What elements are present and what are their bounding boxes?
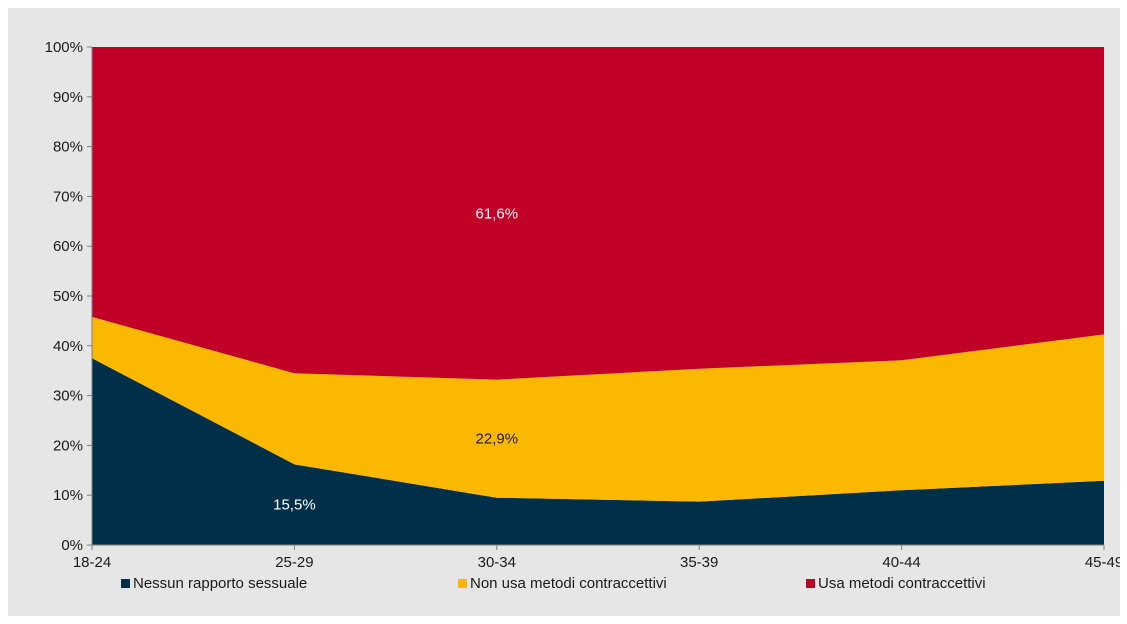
area-nessun-rapporto-sessuale <box>92 358 1104 545</box>
y-tick-label: 60% <box>53 238 83 255</box>
legend-swatch <box>458 579 467 588</box>
x-tick-label: 45-49 <box>1085 554 1120 571</box>
legend-swatch <box>806 579 815 588</box>
chart-frame: 0% 10% 20% 30% 40% 50% 60% 70% 80% 90% 100% 18-24 25… <box>8 8 1120 616</box>
legend-label: Nessun rapporto sessuale <box>133 575 307 592</box>
y-tick-label: 30% <box>53 388 83 405</box>
y-tick-label: 0% <box>61 537 83 554</box>
legend-label: Non usa metodi contraccettivi <box>470 575 667 592</box>
data-label: 15,5% <box>273 497 316 514</box>
x-tick-label: 18-24 <box>73 554 111 571</box>
x-tick-label: 40-44 <box>882 554 920 571</box>
y-tick-label: 90% <box>53 89 83 106</box>
data-label-layer: 15,5% 22,9% 61,6% <box>273 205 518 513</box>
x-tick-label: 25-29 <box>275 554 313 571</box>
y-tick-label: 70% <box>53 188 83 205</box>
area-non-usa-metodi-contraccettivi <box>92 316 1104 502</box>
y-tick-label: 40% <box>53 338 83 355</box>
legend-label: Usa metodi contraccettivi <box>818 575 986 592</box>
y-tick-label: 100% <box>45 39 83 56</box>
data-label: 22,9% <box>476 431 519 448</box>
y-tick-label: 50% <box>53 288 83 305</box>
stacked-area-chart: 0% 10% 20% 30% 40% 50% 60% 70% 80% 90% 100% 18-24 25… <box>45 39 1120 592</box>
area-layer <box>92 47 1104 545</box>
data-label: 61,6% <box>476 205 519 222</box>
legend: Nessun rapporto sessuale Non usa metodi c… <box>121 575 986 592</box>
y-tick-label: 20% <box>53 437 83 454</box>
area-usa-metodi-contraccettivi <box>92 47 1104 380</box>
legend-swatch <box>121 579 130 588</box>
y-tick-label: 10% <box>53 487 83 504</box>
y-tick-label: 80% <box>53 139 83 156</box>
x-tick-label: 30-34 <box>478 554 516 571</box>
x-tick-label: 35-39 <box>680 554 718 571</box>
axes-layer: 0% 10% 20% 30% 40% 50% 60% 70% 80% 90% 100% 18-24 25… <box>45 39 1120 571</box>
